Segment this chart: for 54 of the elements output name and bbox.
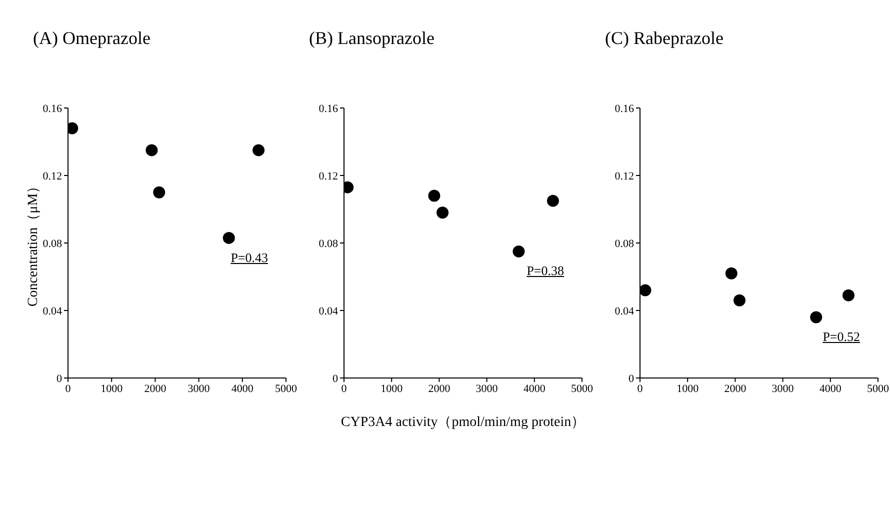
y-tick-label: 0.08 <box>614 238 634 250</box>
chart-title: (C) Rabeprazole <box>605 28 724 49</box>
x-axis-title: CYP3A4 activity（pmol/min/mg protein） <box>340 414 586 430</box>
y-tick-label: 0.12 <box>42 170 62 182</box>
chart-title: (B) Lansoprazole <box>309 28 434 49</box>
y-tick-label: 0.16 <box>614 102 634 115</box>
x-tick-label: 2000 <box>724 382 747 395</box>
y-tick-label: 0.04 <box>42 305 62 318</box>
point <box>842 289 854 302</box>
x-tick-label: 0 <box>341 382 348 395</box>
y-tick-label: 0.12 <box>614 170 634 182</box>
annotation: P=0.38 <box>526 263 564 280</box>
x-tick-label: 5000 <box>275 382 298 395</box>
point <box>222 232 235 244</box>
chart-title: (A) Omeprazole <box>33 28 150 49</box>
x-tick-label: 2000 <box>428 382 451 395</box>
x-tick-label: 0 <box>65 382 72 395</box>
y-tick-label: 0.12 <box>318 170 338 182</box>
y-tick-label: 0.16 <box>42 102 62 115</box>
y-tick-label: 0.08 <box>42 238 62 250</box>
annotation: P=0.52 <box>822 329 860 346</box>
x-tick-label: 3000 <box>476 382 498 395</box>
x-tick-label: 1000 <box>380 382 404 395</box>
y-tick-label: 0 <box>56 372 62 385</box>
point <box>640 284 652 296</box>
y-tick-label: 0.16 <box>318 102 338 115</box>
point <box>252 144 265 156</box>
point <box>810 311 822 324</box>
y-tick-label: 0 <box>332 372 338 385</box>
point <box>436 206 449 219</box>
x-tick-label: 3000 <box>772 382 794 395</box>
point <box>146 144 158 156</box>
x-tick-label: 4000 <box>523 382 546 395</box>
point <box>733 294 746 306</box>
x-tick-label: 1000 <box>100 382 124 395</box>
x-tick-label: 2000 <box>144 382 167 395</box>
x-tick-label: 4000 <box>231 382 254 395</box>
point <box>153 186 166 198</box>
x-tick-label: 4000 <box>819 382 842 395</box>
point <box>725 267 738 280</box>
point <box>428 190 440 202</box>
y-tick-label: 0.08 <box>318 238 338 250</box>
point <box>546 194 559 207</box>
point <box>512 245 525 258</box>
x-tick-label: 5000 <box>867 382 890 395</box>
y-axis-title: Concentration（μM） <box>26 179 41 307</box>
y-tick-label: 0 <box>628 372 634 385</box>
y-tick-label: 0.04 <box>318 305 338 318</box>
x-tick-label: 5000 <box>571 382 594 395</box>
y-tick-label: 0.04 <box>614 305 634 318</box>
x-tick-label: 0 <box>637 382 644 395</box>
x-tick-label: 1000 <box>676 382 700 395</box>
x-tick-label: 3000 <box>188 382 210 395</box>
annotation: P=0.43 <box>230 250 268 266</box>
